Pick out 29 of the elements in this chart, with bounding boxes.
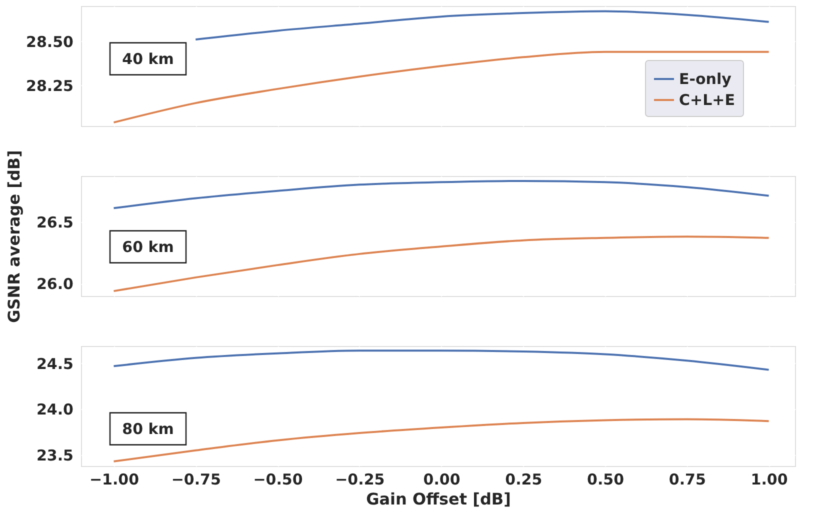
y-tick-label: 26.0 xyxy=(36,275,74,294)
line-series xyxy=(112,50,770,124)
y-tick-label: 23.5 xyxy=(36,446,74,465)
x-tick-label: −0.75 xyxy=(171,470,221,488)
x-tick-label: −0.50 xyxy=(253,470,303,488)
y-tick-label: 28.25 xyxy=(26,76,74,95)
annotation: 40 km xyxy=(122,50,174,68)
line-series xyxy=(194,10,770,41)
x-tick-label: −0.25 xyxy=(335,470,385,488)
annotation: 80 km xyxy=(122,420,174,438)
y-tick-label: 24.5 xyxy=(36,354,74,373)
line-series xyxy=(112,236,770,292)
y-tick-label: 26.5 xyxy=(36,213,74,232)
x-tick-label: 1.00 xyxy=(750,470,788,488)
line-series xyxy=(112,180,770,210)
line-series xyxy=(112,350,770,371)
legend-label: E-only xyxy=(679,70,732,88)
x-tick-label: −1.00 xyxy=(89,470,140,488)
x-tick-label: 0.25 xyxy=(505,470,542,488)
x-tick-label: 0.50 xyxy=(587,470,624,488)
annotation: 60 km xyxy=(122,238,174,256)
x-axis-title: Gain Offset [dB] xyxy=(366,490,511,508)
legend-label: C+L+E xyxy=(679,91,735,109)
x-tick-label: 0.75 xyxy=(668,470,706,488)
line-series xyxy=(112,418,770,462)
x-tick-label: 0.00 xyxy=(423,470,460,488)
y-tick-label: 24.0 xyxy=(36,400,74,419)
y-axis-title: GSNR average [dB] xyxy=(4,150,24,323)
y-tick-label: 28.50 xyxy=(26,32,74,51)
